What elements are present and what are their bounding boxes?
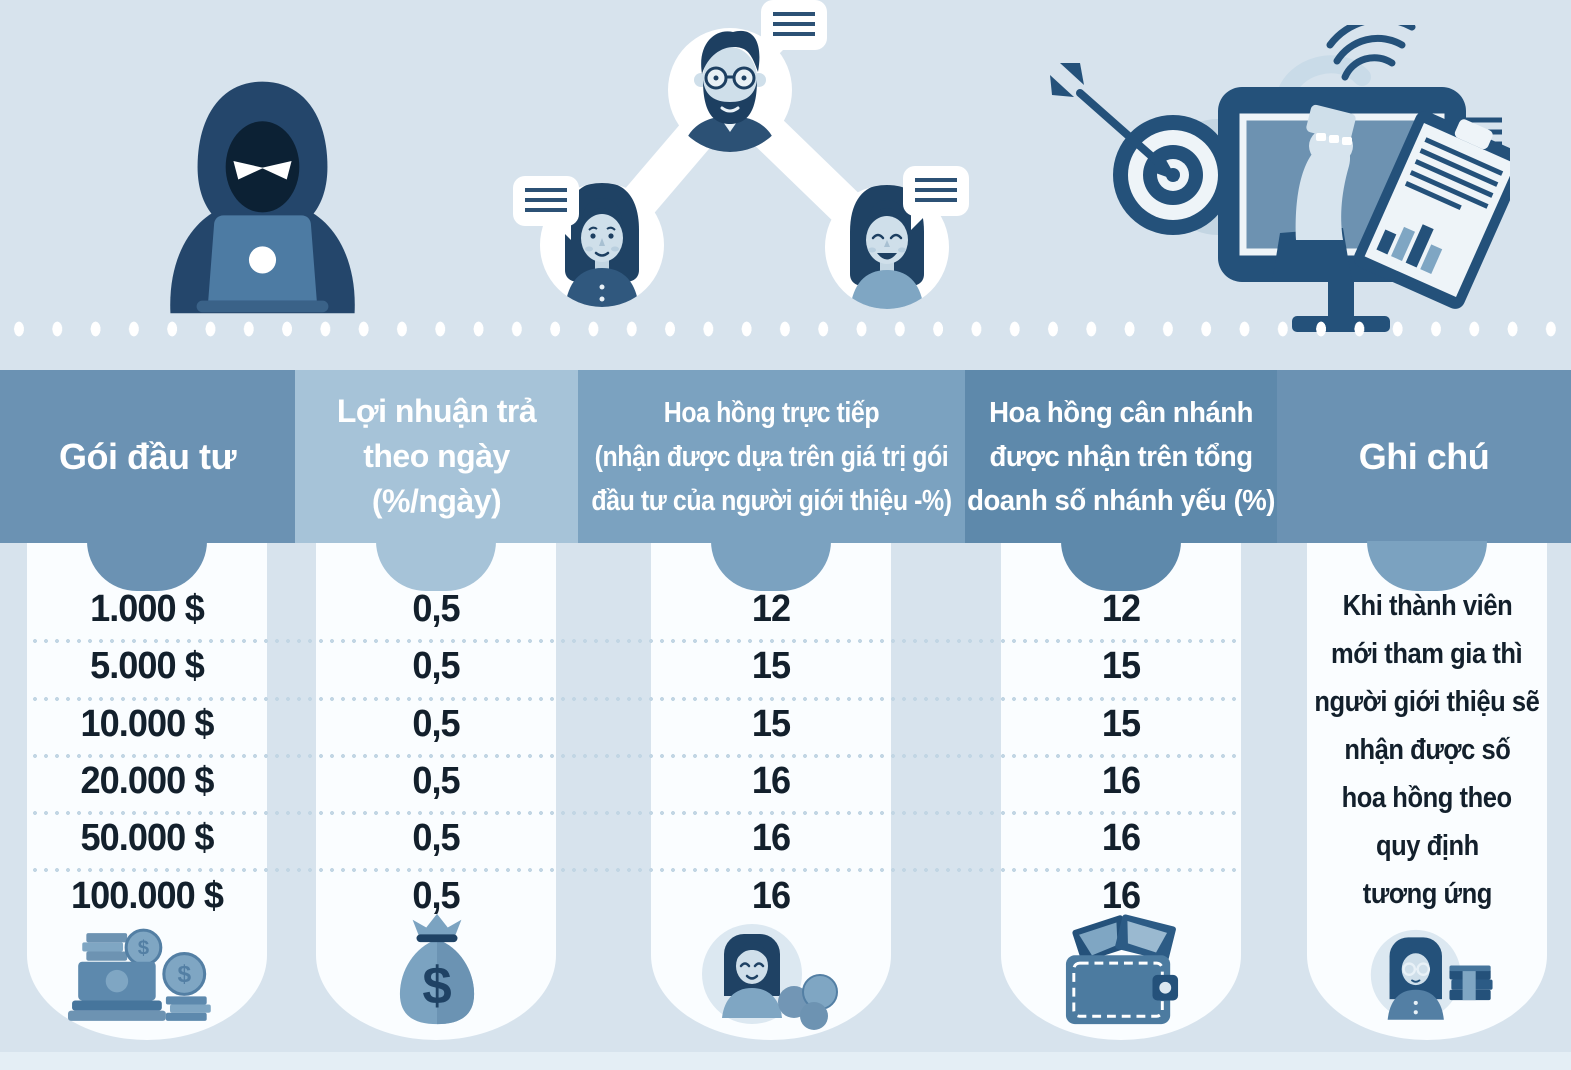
footer-strip [0, 1052, 1571, 1070]
member-top-avatar [683, 30, 777, 152]
row-separator [30, 696, 1242, 702]
hacker-eye-right [261, 161, 292, 180]
column-daily-profit-values: 0,5 0,5 0,5 0,5 0,5 0,5 [316, 581, 556, 925]
branch-commission-cell: 16 [1101, 817, 1141, 860]
hand [1295, 140, 1351, 240]
wallet-with-cash-icon [1065, 914, 1179, 1025]
hacker-eye-left [233, 161, 264, 180]
daily-profit-cell: 0,5 [412, 817, 460, 860]
clipboard-icon [1353, 111, 1510, 309]
column-branch-commission-values: 12 15 15 16 16 16 [1001, 581, 1241, 925]
branch-commission-cell: 16 [1101, 760, 1141, 803]
direct-commission-cell: 12 [751, 588, 791, 631]
header-daily-profit: Lợi nhuận trả theo ngày (%/ngày) [295, 370, 578, 543]
member-with-cash-icon [1370, 929, 1493, 1020]
laptop-logo [248, 246, 277, 274]
row-separator [30, 753, 1242, 759]
speech-bubble-icon [903, 166, 969, 230]
daily-profit-cell: 0,5 [412, 702, 460, 745]
row-separator [30, 867, 1242, 873]
branch-commission-cell: 12 [1101, 588, 1141, 631]
column-package-values: 1.000 $ 5.000 $ 10.000 $ 20.000 $ 50.000… [27, 581, 267, 925]
referral-network-illustration [513, 0, 969, 309]
header-notes-label: Ghi chú [1358, 435, 1490, 477]
dots-separator [0, 320, 1571, 338]
row-separator [30, 810, 1242, 816]
note-text: Khi thành viên mới tham gia thì người gi… [1314, 590, 1540, 910]
online-marketing-illustration [1050, 25, 1510, 332]
daily-profit-cell: 0,5 [412, 645, 460, 688]
branch-commission-cell: 15 [1101, 702, 1141, 745]
direct-commission-cell: 15 [751, 702, 791, 745]
direct-commission-cell: 16 [751, 874, 791, 917]
daily-profit-cell: 0,5 [412, 874, 460, 917]
header-package-label: Gói đầu tư [58, 435, 237, 477]
branch-commission-cell: 15 [1101, 645, 1141, 688]
header-package: Gói đầu tư [0, 370, 295, 543]
daily-profit-cell: 0,5 [412, 588, 460, 631]
column-direct-commission-values: 12 15 15 16 16 16 [651, 581, 891, 925]
svg-text:$: $ [138, 938, 150, 960]
phone-icon [1306, 104, 1356, 142]
header-notes: Ghi chú [1277, 370, 1571, 543]
package-cell: 10.000 $ [80, 702, 215, 745]
package-cell: 20.000 $ [80, 760, 215, 803]
svg-text:$: $ [422, 957, 451, 1016]
direct-commission-cell: 16 [751, 817, 791, 860]
sleeve [1272, 228, 1352, 282]
package-cell: 5.000 $ [90, 645, 205, 688]
package-cell: 1.000 $ [90, 588, 205, 631]
direct-commission-cell: 15 [751, 645, 791, 688]
member-left-avatar [565, 183, 639, 307]
direct-commission-cell: 16 [751, 760, 791, 803]
daily-profit-cell: 0,5 [412, 760, 460, 803]
arrow-head [1150, 153, 1178, 181]
header-branch-commission: Hoa hồng cân nhánh được nhận trên tổng d… [965, 370, 1277, 543]
speech-bubble-icon [761, 0, 827, 64]
member-with-coins-icon [702, 924, 838, 1030]
header-direct-commission: Hoa hồng trực tiếp (nhận được dựa trên g… [578, 370, 965, 543]
package-cell: 100.000 $ [70, 874, 224, 917]
row-separator [30, 638, 1242, 644]
speech-bubble-icon [513, 176, 579, 240]
package-cell: 50.000 $ [80, 817, 215, 860]
money-stack-icon: $ $ [67, 928, 211, 1021]
wifi-icon [1326, 25, 1416, 81]
hacker-illustration [170, 81, 355, 314]
svg-text:$: $ [177, 961, 191, 988]
branch-commission-cell: 16 [1101, 874, 1141, 917]
arrow-fletching [1060, 63, 1084, 85]
money-bag-icon: $ [399, 913, 475, 1025]
